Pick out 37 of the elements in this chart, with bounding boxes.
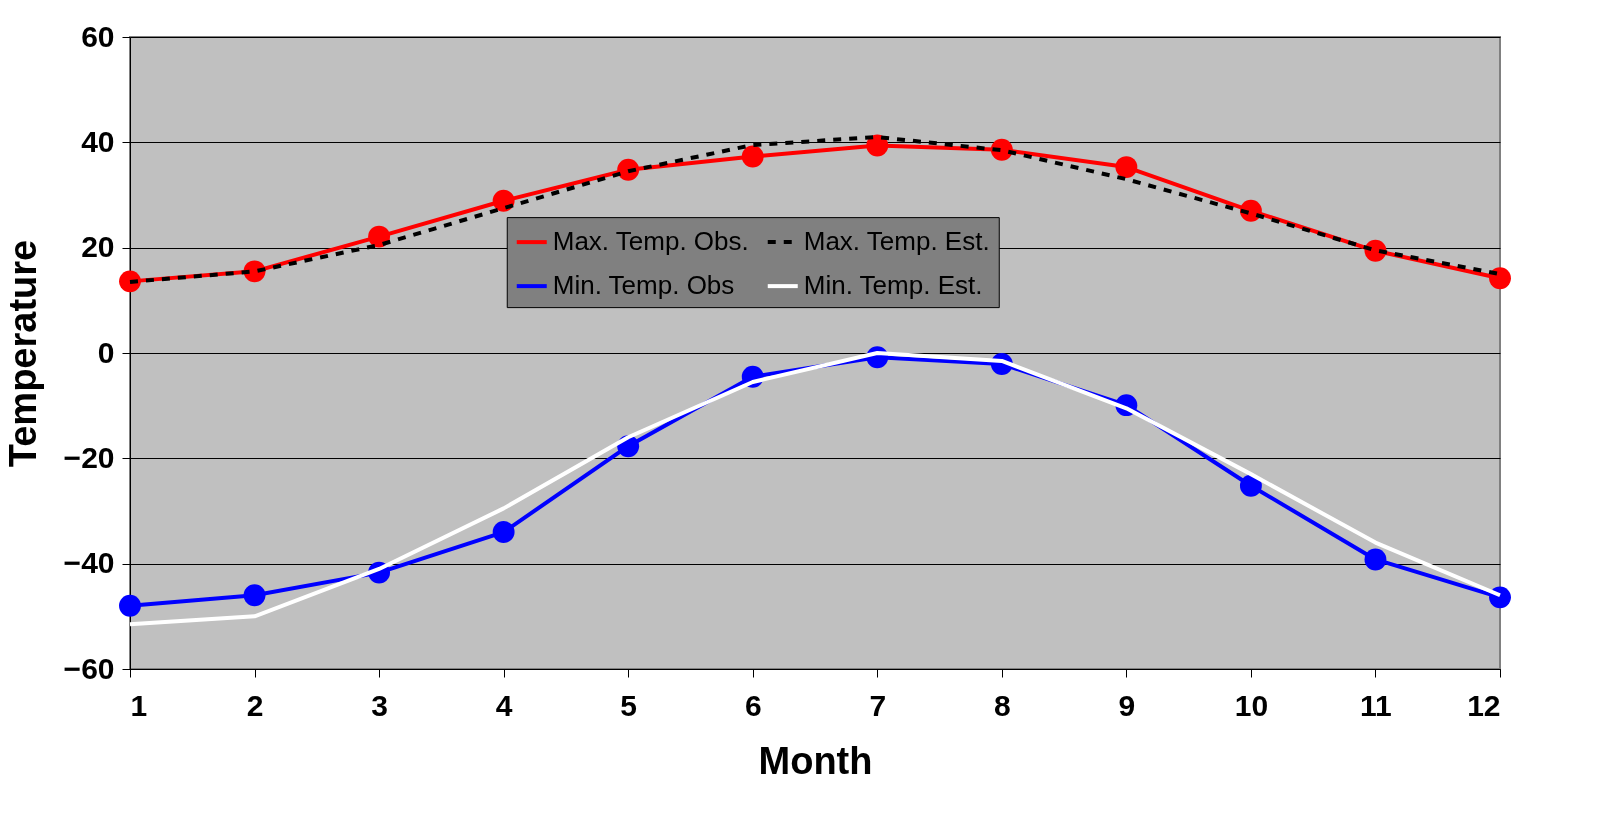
y-tick-label: 40 — [81, 124, 115, 158]
y-tick-label: 60 — [81, 19, 115, 53]
point — [119, 270, 141, 293]
point — [866, 134, 889, 157]
y-tick-label: 0 — [97, 335, 115, 369]
x-tick-label: 2 — [246, 688, 264, 722]
point — [492, 189, 515, 212]
y-tick-label: −60 — [63, 651, 115, 685]
point — [1115, 156, 1138, 179]
point — [243, 584, 266, 607]
x-tick-label: 11 — [1360, 688, 1392, 722]
x-tick-label: 8 — [993, 688, 1011, 722]
legend-label: Min. Temp. Est. — [803, 270, 983, 301]
point — [1364, 548, 1387, 571]
y-tick-label: −40 — [63, 546, 115, 580]
x-tick-label: 6 — [744, 688, 762, 722]
point — [741, 145, 764, 168]
x-tick-label: 7 — [869, 688, 887, 722]
point — [368, 225, 391, 248]
y-tick-label: −20 — [63, 440, 115, 474]
x-tick-label: 1 — [130, 688, 148, 722]
x-tick-label: 10 — [1234, 688, 1269, 722]
x-tick-label: 4 — [495, 688, 513, 722]
legend-label: Max. Temp. Obs. — [552, 226, 749, 257]
legend-label: Min. Temp. Obs — [552, 270, 735, 301]
x-tick-label: 5 — [620, 688, 638, 722]
x-tick-label: 9 — [1118, 688, 1136, 722]
point — [119, 594, 141, 617]
x-tick-label: 3 — [371, 688, 388, 722]
point — [492, 521, 515, 543]
y-tick-label: 20 — [81, 230, 115, 264]
point — [1489, 267, 1511, 290]
x-axis-title: Month — [758, 739, 873, 782]
point — [1239, 474, 1262, 497]
x-tick-label: 12 — [1467, 688, 1501, 722]
y-axis-title: Temperature — [1, 239, 44, 468]
legend-label: Max. Temp. Est. — [803, 226, 990, 257]
